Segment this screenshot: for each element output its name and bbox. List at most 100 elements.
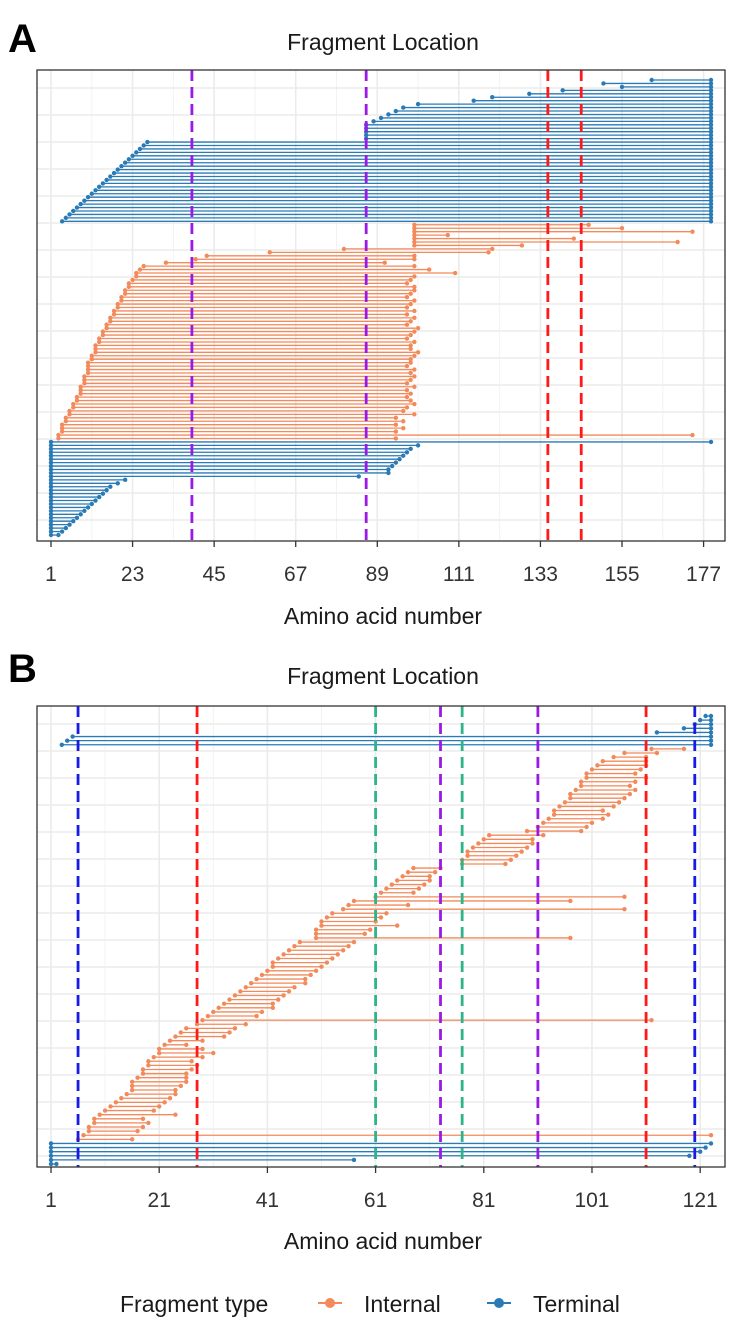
fragment-start-point — [211, 1009, 216, 1015]
fragment-end-point — [708, 439, 714, 445]
fragment-end-point — [156, 1104, 162, 1109]
fragment-end-point — [408, 343, 413, 348]
fragment-start-point — [48, 439, 54, 445]
fragment-end-point — [416, 886, 422, 891]
fragment-end-point — [690, 229, 695, 234]
fragment-end-point — [708, 208, 714, 214]
fragment-end-point — [432, 869, 438, 875]
fragment-start-point — [48, 1153, 54, 1158]
fragment-start-point — [48, 494, 54, 500]
fragment-start-point — [265, 968, 270, 974]
fragment-end-point — [404, 388, 410, 393]
x-tick-label: 81 — [472, 1189, 495, 1212]
fragment-start-point — [313, 927, 319, 932]
fragment-end-point — [690, 432, 695, 438]
fragment-end-point — [412, 308, 417, 314]
fragment-start-point — [126, 281, 132, 286]
fragment-end-point — [270, 1001, 276, 1006]
fragment-end-point — [708, 160, 714, 165]
fragment-start-point — [173, 1034, 178, 1039]
fragment-start-point — [162, 1042, 167, 1048]
fragment-end-point — [404, 394, 410, 400]
fragment-end-point — [393, 436, 399, 441]
fragment-end-point — [330, 956, 335, 961]
fragment-end-point — [200, 1054, 205, 1060]
fragment-end-point — [708, 139, 714, 145]
fragment-start-point — [93, 188, 98, 193]
fragment-start-point — [145, 139, 150, 145]
fragment-start-point — [93, 343, 98, 348]
fragment-end-point — [404, 405, 410, 410]
fragment-start-point — [178, 1030, 184, 1035]
fragment-start-point — [129, 1087, 135, 1093]
fragment-start-point — [595, 763, 600, 768]
fragment-start-point — [48, 501, 54, 507]
fragment-start-point — [86, 1128, 92, 1134]
fragment-start-point — [286, 948, 292, 953]
fragment-start-point — [108, 315, 113, 321]
fragment-end-point — [514, 853, 519, 858]
fragment-end-point — [78, 512, 83, 517]
x-tick-label: 101 — [574, 1189, 609, 1212]
fragment-start-point — [67, 412, 72, 417]
fragment-start-point — [470, 845, 476, 850]
legend: Fragment type Internal Terminal — [120, 1291, 620, 1317]
fragment-start-point — [393, 108, 399, 114]
fragment-end-point — [412, 257, 417, 262]
fragment-end-point — [708, 167, 714, 172]
fragment-end-point — [622, 796, 627, 801]
fragment-end-point — [708, 722, 714, 727]
fragment-start-point — [297, 939, 303, 945]
fragment-end-point — [408, 357, 413, 362]
fragment-start-point — [205, 1013, 211, 1019]
fragment-start-point — [92, 1116, 97, 1121]
fragment-start-point — [560, 88, 565, 93]
fragment-end-point — [708, 88, 714, 93]
fragment-start-point — [471, 98, 476, 103]
fragment-end-point — [589, 820, 595, 826]
fragment-end-point — [404, 305, 410, 310]
fragment-start-point — [137, 267, 143, 272]
fragment-start-point — [126, 157, 132, 162]
x-tick-label: 121 — [683, 1189, 718, 1212]
fragment-start-point — [481, 837, 486, 842]
fragment-end-point — [708, 153, 714, 159]
fragment-end-point — [200, 1038, 205, 1043]
fragment-start-point — [78, 201, 83, 207]
fragment-end-point — [221, 1034, 227, 1039]
fragment-start-point — [48, 460, 54, 465]
fragment-start-point — [622, 750, 627, 756]
fragment-end-point — [184, 1042, 189, 1048]
fragment-start-point — [126, 284, 132, 290]
fragment-start-point — [74, 394, 80, 400]
fragment-end-point — [708, 122, 714, 128]
fragment-end-point — [382, 260, 387, 265]
fragment-end-point — [227, 1030, 232, 1035]
panel-a-title: Fragment Location — [287, 29, 479, 55]
fragment-end-point — [619, 226, 625, 231]
fragment-start-point — [48, 515, 54, 520]
fragment-end-point — [708, 81, 714, 86]
fragment-end-point — [633, 779, 638, 784]
fragment-start-point — [541, 820, 546, 826]
fragment-end-point — [708, 201, 714, 207]
panel-label-a: A — [8, 17, 37, 61]
fragment-start-point — [71, 405, 76, 410]
fragment-end-point — [519, 849, 524, 854]
fragment-end-point — [708, 84, 714, 90]
fragment-end-point — [703, 1145, 708, 1150]
fragment-end-point — [412, 284, 417, 290]
legend-key-internal-dot — [325, 1298, 335, 1308]
fragment-end-point — [708, 157, 714, 162]
fragment-end-point — [412, 329, 417, 334]
panel-b-title: Fragment Location — [287, 663, 479, 689]
fragment-end-point — [578, 828, 584, 834]
fragment-start-point — [67, 212, 72, 217]
fragment-end-point — [393, 460, 399, 465]
fragment-start-point — [86, 1124, 92, 1130]
fragment-end-point — [356, 474, 361, 479]
fragment-end-point — [308, 972, 313, 978]
fragment-end-point — [189, 1067, 194, 1072]
fragment-start-point — [93, 346, 98, 352]
fragment-start-point — [351, 898, 357, 904]
